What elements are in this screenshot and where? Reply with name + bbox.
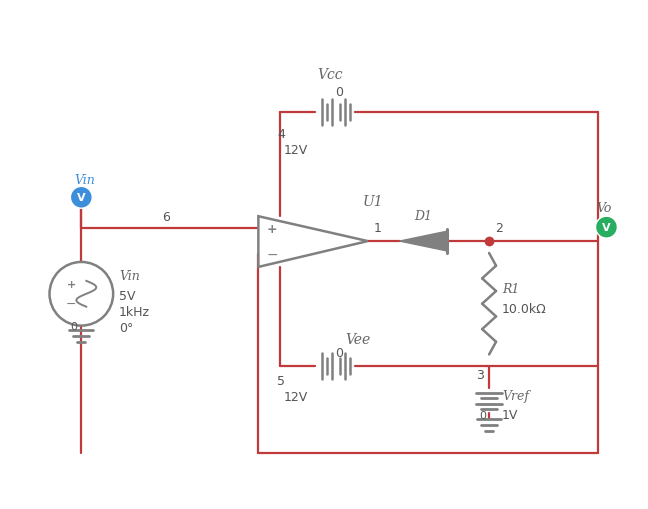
Text: +: + — [67, 279, 76, 289]
Text: V: V — [77, 193, 86, 203]
Circle shape — [71, 187, 92, 209]
Text: 4: 4 — [277, 128, 285, 141]
Text: Vee: Vee — [345, 332, 370, 346]
Text: 0: 0 — [335, 86, 343, 99]
Text: D1: D1 — [415, 209, 432, 222]
Text: 5: 5 — [277, 374, 285, 387]
Text: −: − — [266, 247, 278, 262]
Text: V: V — [602, 223, 611, 233]
Circle shape — [596, 217, 618, 239]
Text: 1: 1 — [374, 221, 382, 234]
Text: Vcc: Vcc — [318, 68, 343, 82]
Text: 12V: 12V — [283, 390, 307, 403]
Text: 0°: 0° — [119, 322, 133, 334]
Text: R1: R1 — [502, 283, 520, 296]
Text: Vin: Vin — [119, 270, 140, 283]
Text: Vref: Vref — [502, 389, 529, 402]
Text: 0: 0 — [335, 346, 343, 359]
Polygon shape — [400, 232, 447, 251]
Text: 2: 2 — [495, 221, 503, 234]
Text: 0: 0 — [479, 410, 486, 420]
Text: Vin: Vin — [74, 174, 95, 186]
Text: −: − — [66, 298, 76, 310]
Text: 5V: 5V — [119, 290, 135, 303]
Text: 3: 3 — [476, 368, 484, 381]
Text: 1kHz: 1kHz — [119, 305, 150, 319]
Text: Vo: Vo — [597, 202, 612, 214]
Text: 10.0kΩ: 10.0kΩ — [502, 303, 547, 316]
Text: 1V: 1V — [502, 408, 518, 421]
Text: 12V: 12V — [283, 144, 307, 157]
Text: 6: 6 — [162, 210, 170, 223]
Text: +: + — [266, 222, 277, 235]
Text: 0: 0 — [71, 321, 77, 331]
Text: U1: U1 — [363, 195, 384, 209]
